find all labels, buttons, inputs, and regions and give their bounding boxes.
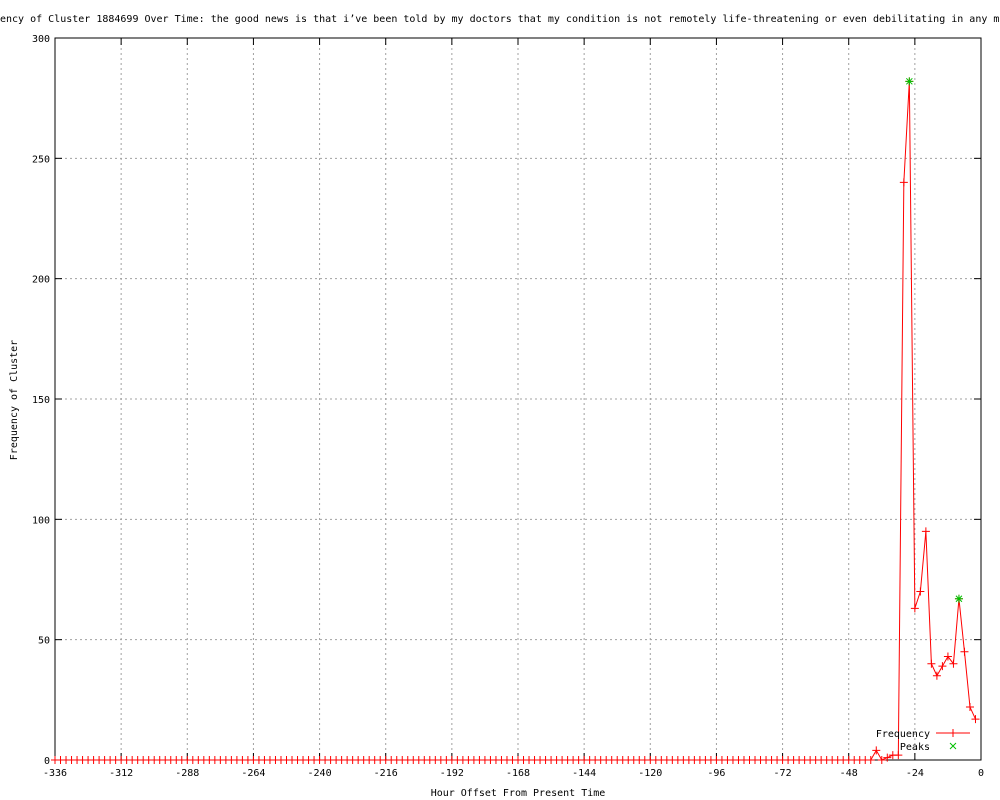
legend-peaks-marker — [949, 742, 957, 750]
x-tick-label: -72 — [774, 768, 792, 779]
x-tick-label: -336 — [43, 768, 67, 779]
y-tick-label: 250 — [32, 154, 50, 165]
x-tick-label: -120 — [638, 768, 662, 779]
frequency-point — [943, 652, 952, 661]
x-tick-label: -24 — [906, 768, 924, 779]
x-axis-label: Hour Offset From Present Time — [431, 788, 606, 799]
frequency-line — [55, 81, 976, 761]
frequency-point — [971, 715, 980, 724]
x-tick-label: 0 — [978, 768, 984, 779]
peak-point — [954, 594, 963, 603]
frequency-point — [910, 604, 919, 613]
frequency-point — [932, 671, 941, 680]
y-tick-label: 150 — [32, 395, 50, 406]
frequency-point — [949, 659, 958, 668]
frequency-point — [927, 659, 936, 668]
x-tick-label: -192 — [440, 768, 464, 779]
chart-title: ency of Cluster 1884699 Over Time: the g… — [0, 14, 1000, 25]
x-tick-label: -312 — [109, 768, 133, 779]
ticks: -336 -312 -288 -264 -240 -216 -192 -168 -144 -120… — [32, 34, 984, 779]
x-tick-label: -96 — [707, 768, 725, 779]
frequency-point — [921, 527, 930, 536]
y-tick-label: 100 — [32, 515, 50, 526]
peak-point — [905, 77, 914, 86]
frequency-point — [883, 753, 892, 762]
frequency-point — [894, 751, 903, 760]
x-tick-label: -168 — [506, 768, 530, 779]
frequency-point — [866, 756, 875, 764]
x-tick-label: -48 — [840, 768, 858, 779]
x-tick-label: -288 — [175, 768, 199, 779]
y-tick-label: 50 — [38, 636, 50, 647]
x-tick-label: -144 — [572, 768, 596, 779]
frequency-point — [916, 587, 925, 596]
x-tick-label: -264 — [241, 768, 265, 779]
legend: Frequency Peaks — [876, 729, 970, 753]
legend-label-peaks: Peaks — [900, 742, 930, 753]
frequency-point — [872, 746, 881, 755]
frequency-point — [965, 703, 974, 712]
series — [51, 77, 980, 764]
frequency-point — [877, 756, 886, 764]
x-tick-label: -240 — [308, 768, 332, 779]
y-tick-label: 300 — [32, 34, 50, 45]
frequency-point — [899, 178, 908, 187]
y-tick-label: 200 — [32, 275, 50, 286]
y-tick-label: 0 — [44, 756, 50, 767]
frequency-point — [960, 647, 969, 656]
y-axis-label: Frequency of Cluster — [9, 340, 20, 460]
grid — [55, 38, 981, 760]
legend-label-frequency: Frequency — [876, 729, 930, 740]
frequency-point — [938, 662, 947, 671]
x-tick-label: -216 — [374, 768, 398, 779]
